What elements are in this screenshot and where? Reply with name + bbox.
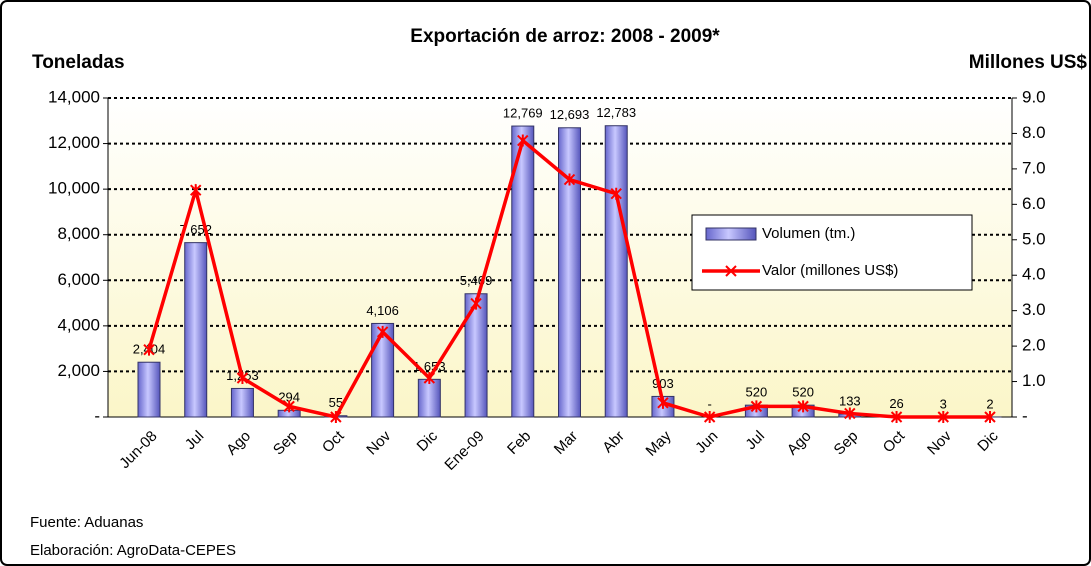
y-tick-label: 8,000 xyxy=(57,224,100,243)
y2-tick-label: 4.0 xyxy=(1022,265,1046,284)
source: Fuente: Aduanas xyxy=(30,514,143,531)
value-label: 903 xyxy=(652,376,674,391)
bar xyxy=(371,322,395,418)
marker xyxy=(703,411,716,423)
y-axis-label: Toneladas xyxy=(32,52,125,73)
value-label: 12,693 xyxy=(550,107,590,122)
y2-tick-label: - xyxy=(1022,406,1028,425)
y2-axis-label: Millones US$ xyxy=(969,52,1088,73)
marker xyxy=(797,400,809,413)
value-label: 5,409 xyxy=(460,273,493,288)
value-label: 12,783 xyxy=(596,105,636,120)
bar xyxy=(137,361,161,418)
marker xyxy=(890,411,903,423)
y2-tick-label: 7.0 xyxy=(1022,158,1046,177)
value-label: 55 xyxy=(329,395,343,410)
marker xyxy=(376,325,389,338)
bar xyxy=(417,378,441,418)
value-label: 3 xyxy=(940,396,947,411)
marker xyxy=(563,173,576,186)
marker xyxy=(330,411,342,423)
marker xyxy=(844,407,856,420)
y2-tick-label: 2.0 xyxy=(1022,336,1046,355)
y2-tick-label: 3.0 xyxy=(1022,300,1046,319)
value-label: 26 xyxy=(889,396,903,411)
value-label: 133 xyxy=(839,393,861,408)
legend-swatch xyxy=(705,227,757,241)
bar xyxy=(184,242,208,418)
chart-title: Exportación de arroz: 2008 - 2009* xyxy=(410,26,720,47)
marker xyxy=(937,411,949,423)
value-label: 520 xyxy=(746,385,768,400)
y-tick-label: 2,000 xyxy=(57,361,100,380)
marker xyxy=(190,184,202,197)
bar xyxy=(604,125,628,418)
value-label: 520 xyxy=(792,385,814,400)
legend-label: Volumen (tm.) xyxy=(762,225,855,242)
marker xyxy=(750,400,763,413)
y-tick-label: 14,000 xyxy=(48,87,100,106)
y2-tick-label: 9.0 xyxy=(1022,87,1046,106)
y-tick-label: - xyxy=(94,406,100,425)
legend-marker xyxy=(725,265,737,277)
bar xyxy=(464,293,488,418)
value-label: 4,106 xyxy=(366,303,399,318)
y2-tick-label: 6.0 xyxy=(1022,194,1046,213)
y2-tick-label: 5.0 xyxy=(1022,229,1046,248)
value-label: 2 xyxy=(986,396,993,411)
y-tick-label: 6,000 xyxy=(57,270,100,289)
bar xyxy=(558,127,581,418)
y-tick-label: 12,000 xyxy=(48,133,100,152)
y2-tick-label: 8.0 xyxy=(1022,123,1046,142)
marker xyxy=(470,297,482,310)
marker xyxy=(143,343,155,356)
value-label: 294 xyxy=(278,390,300,405)
marker xyxy=(610,187,622,200)
value-label: - xyxy=(707,396,711,411)
y-tick-label: 10,000 xyxy=(48,179,100,198)
y2-tick-label: 1.0 xyxy=(1022,371,1046,390)
marker xyxy=(283,400,295,413)
credit: Elaboración: AgroData-CEPES xyxy=(30,542,236,559)
legend-label: Valor (millones US$) xyxy=(762,262,898,279)
y-tick-label: 4,000 xyxy=(57,315,100,334)
marker xyxy=(517,134,529,147)
marker xyxy=(657,396,669,409)
marker xyxy=(236,372,249,385)
marker xyxy=(423,372,436,385)
bar xyxy=(511,125,535,418)
bar xyxy=(230,387,254,418)
marker xyxy=(984,411,996,423)
value-label: 12,769 xyxy=(503,105,543,120)
